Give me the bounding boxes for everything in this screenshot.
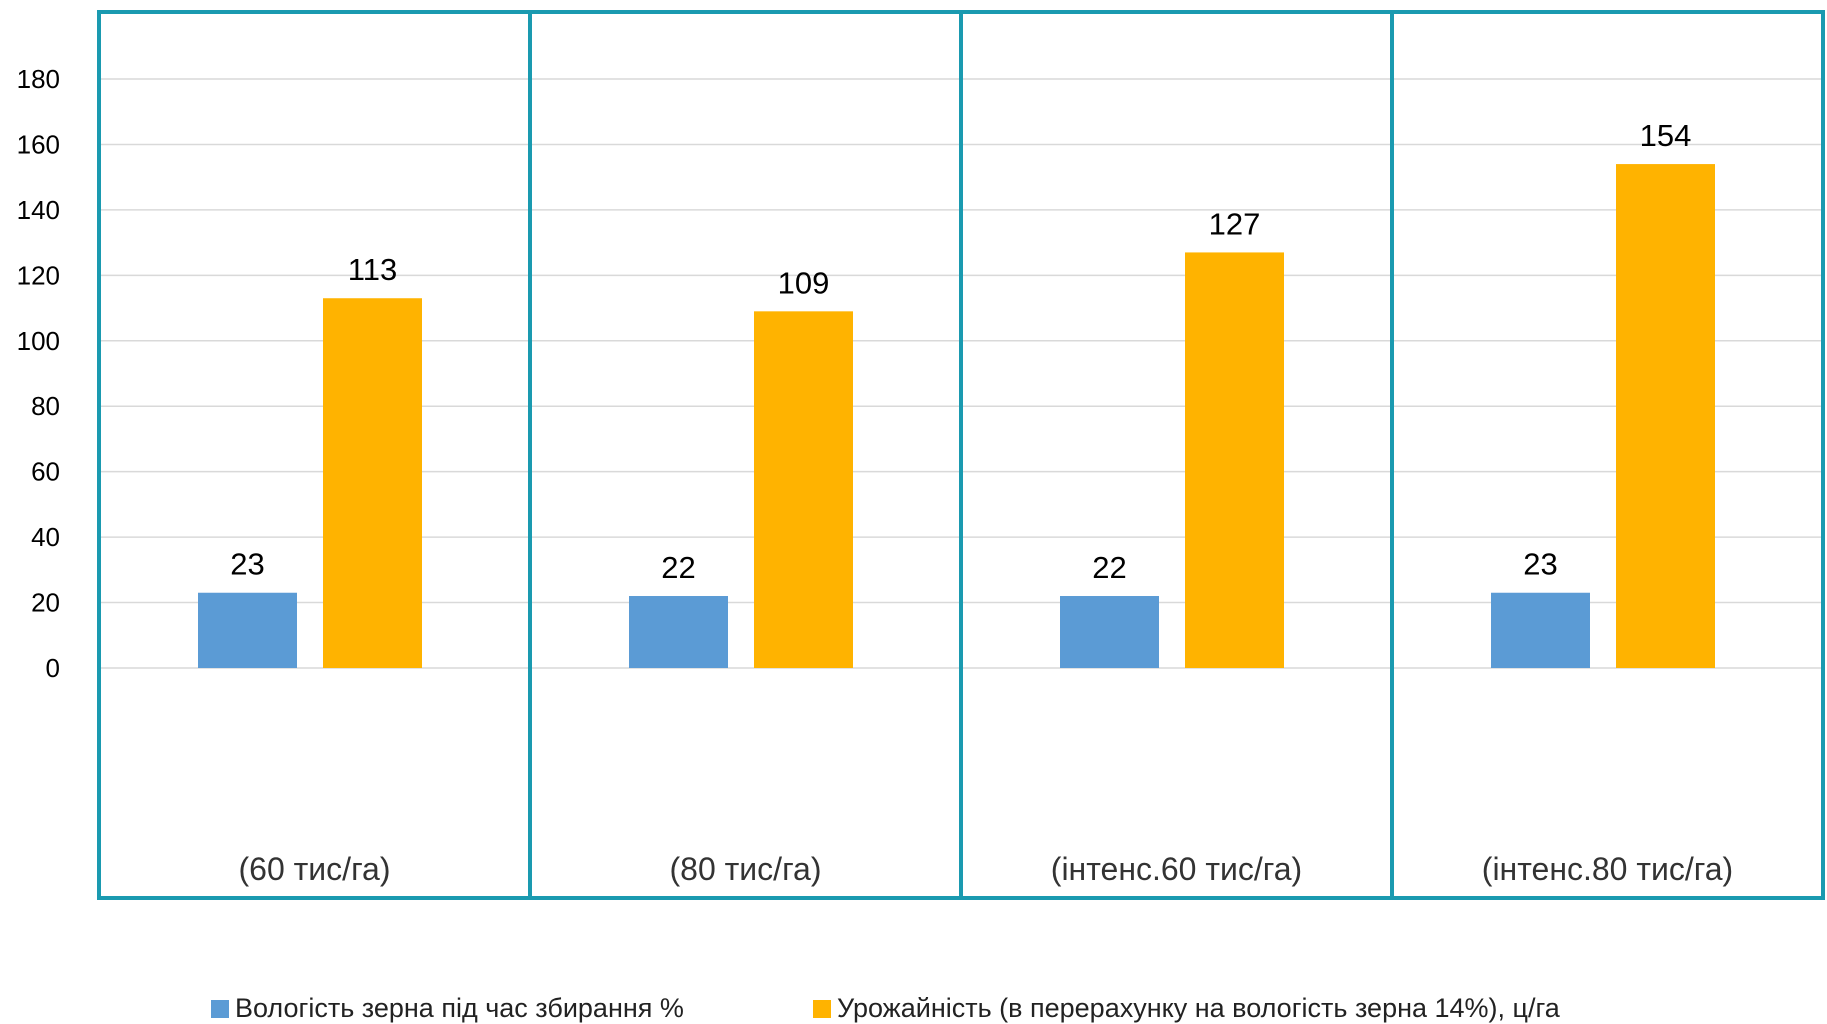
y-axis-ticks: 0 20 40 60 80 100 120 140 160 180 <box>17 64 60 683</box>
bar-chart: 0 20 40 60 80 100 120 140 160 180 23 113 22 109 22 127… <box>17 10 1825 900</box>
category-label: (60 тис/га) <box>239 851 391 887</box>
legend-item-moisture: Вологість зерна під час збирання % <box>211 993 684 1024</box>
bar-moisture <box>1491 592 1590 668</box>
y-tick-label: 160 <box>17 129 60 159</box>
data-label-yield: 113 <box>348 252 397 287</box>
y-tick-label: 80 <box>31 391 60 421</box>
bar-yield <box>754 311 853 668</box>
y-tick-label: 20 <box>31 588 60 618</box>
bar-yield <box>323 298 422 668</box>
bar-yield <box>1616 164 1715 669</box>
y-tick-label: 100 <box>17 326 60 356</box>
y-tick-label: 40 <box>31 522 60 552</box>
data-label-yield: 109 <box>778 265 830 300</box>
bar-moisture <box>629 596 728 668</box>
bars <box>198 164 1715 669</box>
bar-moisture <box>1060 596 1159 668</box>
data-labels: 23 113 22 109 22 127 23 154 <box>230 118 1691 585</box>
bar-yield <box>1185 252 1284 668</box>
data-label-yield: 127 <box>1209 206 1261 241</box>
category-labels: (60 тис/га) (80 тис/га) (інтенс.60 тис/га)… <box>239 851 1734 887</box>
legend-label-yield: Урожайність (в перерахунку на вологість … <box>837 993 1560 1023</box>
y-tick-label: 120 <box>17 260 60 290</box>
bar-moisture <box>198 592 297 668</box>
category-frames <box>97 10 1825 900</box>
y-tick-label: 140 <box>17 195 60 225</box>
data-label-yield: 154 <box>1640 118 1692 153</box>
y-tick-label: 0 <box>46 653 60 683</box>
data-label-moisture: 23 <box>1523 547 1557 582</box>
category-label: (80 тис/га) <box>670 851 822 887</box>
data-label-moisture: 22 <box>661 550 695 585</box>
y-tick-label: 180 <box>17 64 60 94</box>
legend-label-moisture: Вологість зерна під час збирання % <box>235 993 684 1023</box>
y-tick-label: 60 <box>31 457 60 487</box>
legend-swatch-yield <box>813 999 831 1018</box>
data-label-moisture: 23 <box>230 547 264 582</box>
legend-item-yield: Урожайність (в перерахунку на вологість … <box>813 993 1560 1024</box>
data-label-moisture: 22 <box>1092 550 1126 585</box>
category-label: (інтенс.60 тис/га) <box>1051 851 1302 887</box>
category-label: (інтенс.80 тис/га) <box>1482 851 1733 887</box>
legend-swatch-moisture <box>211 999 229 1018</box>
